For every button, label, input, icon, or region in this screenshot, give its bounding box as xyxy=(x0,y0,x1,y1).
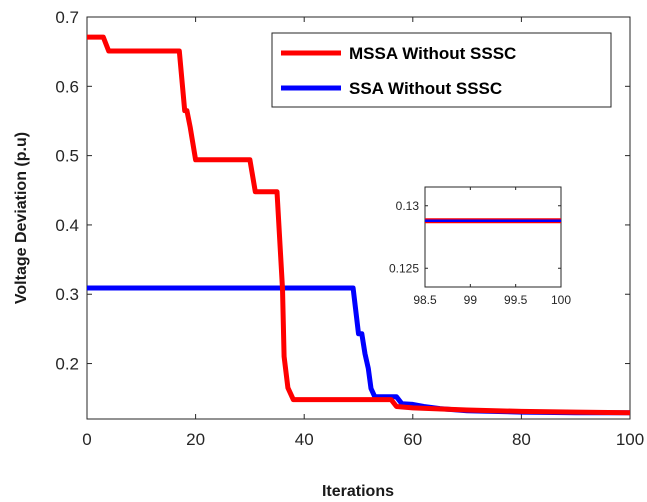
main-axis-ticks: 0 20 40 60 80 100 0.2 0.3 0.4 0.5 0.6 0.7 xyxy=(55,8,644,449)
y-tick-label: 0.7 xyxy=(55,8,79,27)
inset-x-tick-label: 100 xyxy=(551,293,571,307)
x-tick-label: 40 xyxy=(295,430,314,449)
x-tick-label: 0 xyxy=(82,430,91,449)
x-tick-label: 80 xyxy=(512,430,531,449)
legend-box xyxy=(271,32,612,108)
inset-zoom-plot: 98.5 99 99.5 100 0.125 0.13 xyxy=(389,186,571,307)
y-tick-label: 0.4 xyxy=(55,216,79,235)
y-tick-label: 0.3 xyxy=(55,285,79,304)
y-tick-label: 0.5 xyxy=(55,147,79,166)
x-tick-label: 20 xyxy=(186,430,205,449)
inset-plot-area xyxy=(424,186,562,288)
main-series-group xyxy=(87,34,631,416)
inset-y-tick-label: 0.125 xyxy=(389,261,419,275)
y-axis-label: Voltage Deviation (p.u) xyxy=(13,132,30,304)
inset-y-tick-label: 0.13 xyxy=(396,199,420,213)
x-tick-label: 60 xyxy=(403,430,422,449)
y-tick-label: 0.6 xyxy=(55,77,79,96)
y-tick-label: 0.2 xyxy=(55,355,79,374)
x-axis-label: Iterations xyxy=(322,483,394,500)
x-tick-label: 100 xyxy=(616,430,644,449)
legend-label-ssa: SSA Without SSSC xyxy=(349,79,502,98)
inset-x-tick-label: 99 xyxy=(464,293,478,307)
inset-x-tick-label: 99.5 xyxy=(504,293,528,307)
inset-axis-ticks: 98.5 99 99.5 100 0.125 0.13 xyxy=(389,187,571,307)
inset-x-tick-label: 98.5 xyxy=(413,293,437,307)
series-line-mssa xyxy=(87,34,631,416)
legend: MSSA Without SSSC SSA Without SSSC xyxy=(271,32,612,108)
legend-label-mssa: MSSA Without SSSC xyxy=(349,44,516,63)
